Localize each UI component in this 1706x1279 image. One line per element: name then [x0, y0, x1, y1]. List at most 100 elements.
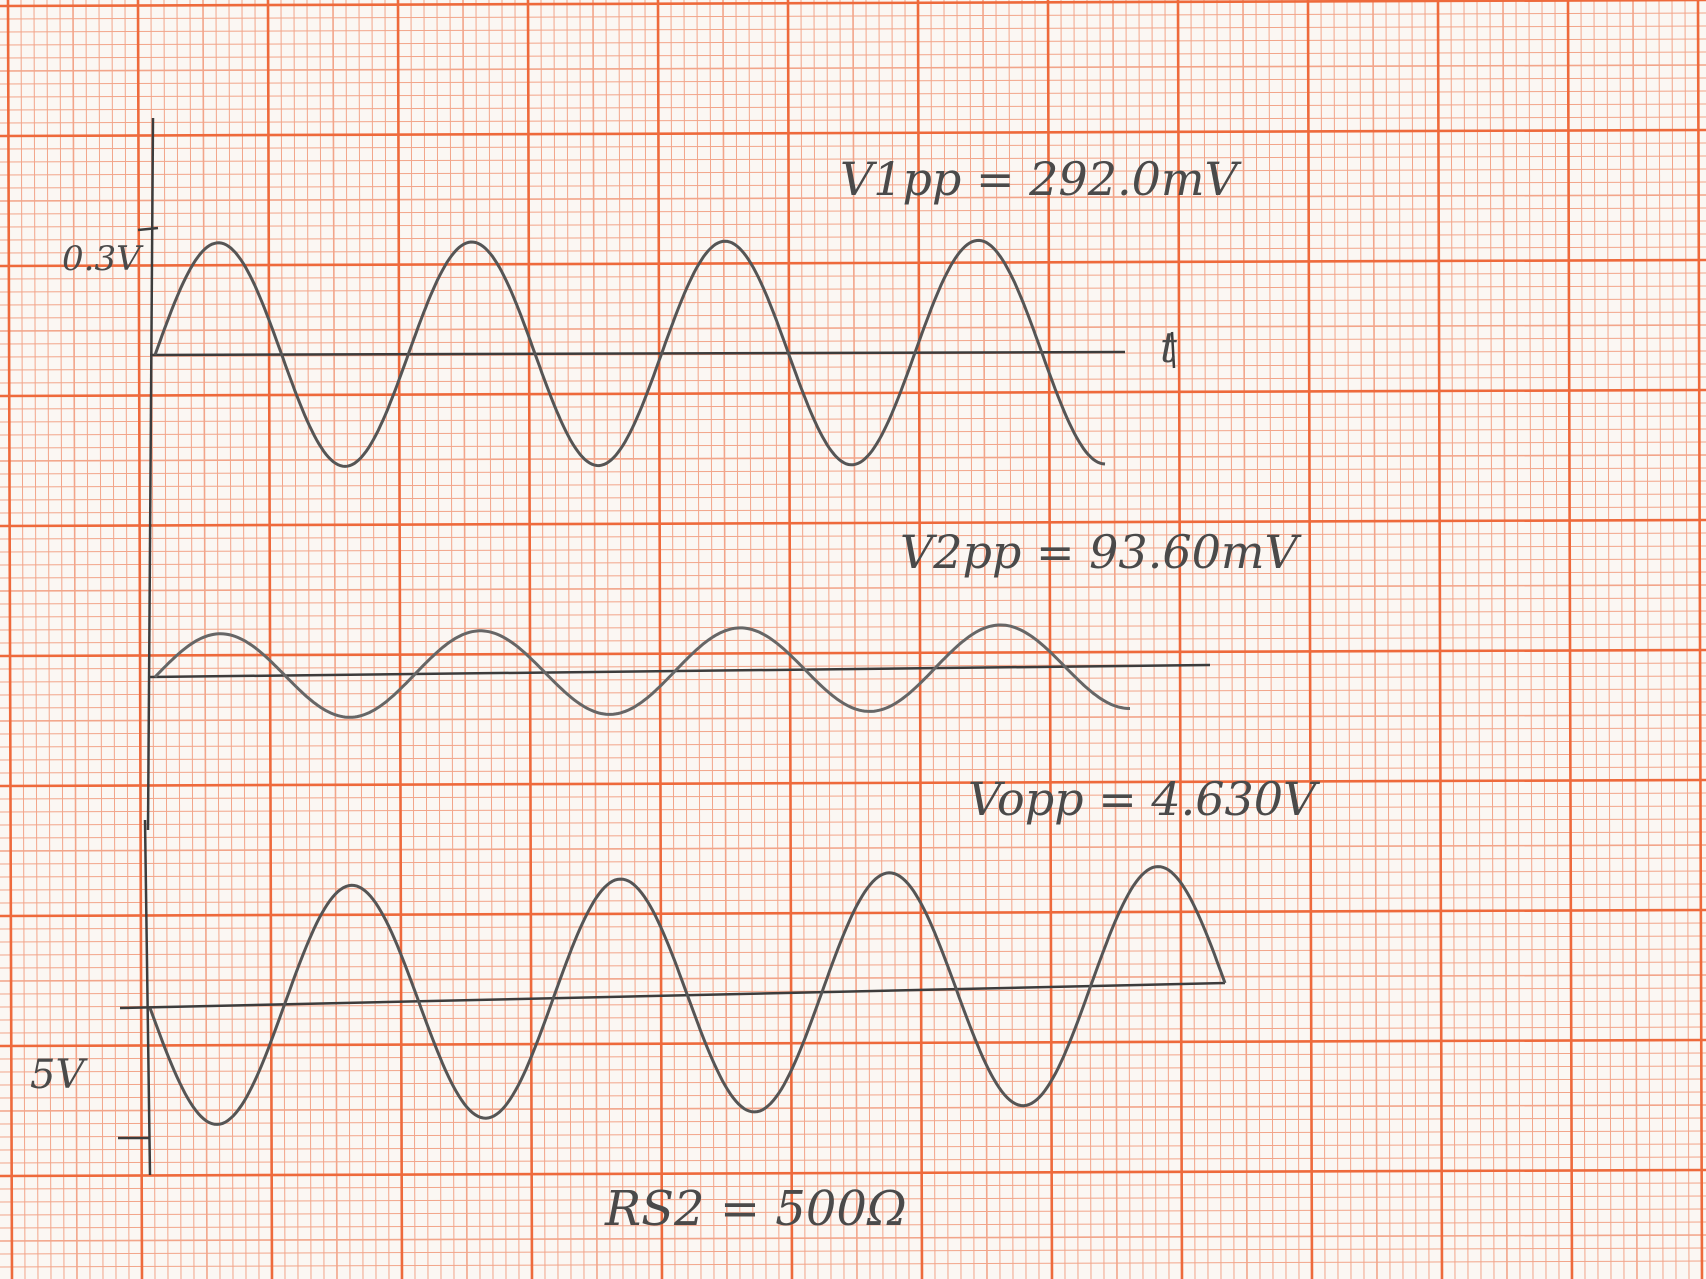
grid-line-horizontal — [0, 12, 1706, 20]
grid-line-horizontal — [0, 454, 1706, 462]
grid-line-vertical — [566, 0, 572, 1279]
grid-line-horizontal — [0, 792, 1706, 800]
grid-line-horizontal — [0, 948, 1706, 956]
grid-line-horizontal — [0, 467, 1706, 475]
grid-line-horizontal — [0, 207, 1706, 215]
grid-line-vertical — [1566, 0, 1574, 1279]
grid-line-horizontal — [0, 441, 1706, 449]
grid-line-vertical — [709, 0, 715, 1279]
waveform-v2 — [153, 623, 1130, 719]
grid-line-vertical — [488, 0, 494, 1279]
grid-line-vertical — [916, 0, 924, 1279]
grid-line-vertical — [1333, 0, 1339, 1279]
grid-line-horizontal — [0, 480, 1706, 488]
grid-line-horizontal — [0, 701, 1706, 709]
grid-line-horizontal — [0, 272, 1706, 280]
grid-line-vertical — [1281, 0, 1287, 1279]
grid-line-horizontal — [0, 1168, 1706, 1178]
grid-line-horizontal — [0, 1038, 1706, 1048]
grid-line-horizontal — [0, 285, 1706, 293]
grid-line-horizontal — [0, 376, 1706, 384]
grid-line-horizontal — [0, 402, 1706, 410]
grid-line-horizontal — [0, 415, 1706, 423]
grid-line-vertical — [1203, 0, 1209, 1279]
grid-line-horizontal — [0, 1195, 1706, 1203]
grid-line-vertical — [1046, 0, 1054, 1279]
grid-line-horizontal — [0, 1182, 1706, 1190]
grid-line-horizontal — [0, 831, 1706, 839]
grid-line-vertical — [1424, 0, 1430, 1279]
grid-line-horizontal — [0, 506, 1706, 514]
grid-line-vertical — [722, 0, 728, 1279]
grid-line-vertical — [1138, 0, 1144, 1279]
grid-line-horizontal — [0, 25, 1706, 33]
grid-line-horizontal — [0, 662, 1706, 670]
grid-line-vertical — [1255, 0, 1261, 1279]
baseline-v2 — [149, 663, 1211, 679]
grid-line-horizontal — [0, 38, 1706, 46]
grid-line-horizontal — [0, 103, 1706, 111]
grid-line-vertical — [526, 0, 534, 1279]
grid-line-vertical — [774, 0, 780, 1279]
grid-line-horizontal — [0, 388, 1706, 398]
grid-line-vertical — [1593, 0, 1599, 1279]
grid-line-horizontal — [0, 77, 1706, 85]
grid-line-horizontal — [0, 1234, 1706, 1242]
tick-top — [137, 226, 159, 232]
grid-line-vertical — [1580, 0, 1586, 1279]
waveform-v1 — [153, 238, 1106, 468]
grid-line-vertical — [1463, 0, 1469, 1279]
grid-line-vertical — [85, 0, 91, 1279]
waveform-vo — [148, 865, 1227, 1126]
grid-line-horizontal — [0, 714, 1706, 722]
grid-line-vertical — [1164, 0, 1170, 1279]
grid-line-horizontal — [0, 428, 1706, 436]
grid-line-vertical — [59, 0, 65, 1279]
grid-line-vertical — [410, 0, 416, 1279]
label-scale-top: 0.3V — [62, 239, 144, 279]
grid-line-vertical — [20, 0, 26, 1279]
grid-line-vertical — [1489, 0, 1495, 1279]
grid-line-horizontal — [0, 623, 1706, 631]
grid-line-horizontal — [0, 1078, 1706, 1086]
grid-line-vertical — [826, 0, 832, 1279]
grid-line-horizontal — [0, 1104, 1706, 1112]
grid-line-horizontal — [0, 545, 1706, 553]
grid-line-horizontal — [0, 1260, 1706, 1268]
grid-line-vertical — [1229, 0, 1235, 1279]
grid-line-horizontal — [0, 896, 1706, 904]
grid-line-vertical — [1306, 0, 1314, 1279]
grid-line-vertical — [1320, 0, 1326, 1279]
baseline-vo — [119, 981, 1226, 1010]
grid-line-vertical — [748, 0, 754, 1279]
grid-line-horizontal — [0, 258, 1706, 268]
vertical-axis-top — [146, 117, 155, 831]
grid-line-vertical — [786, 0, 794, 1279]
grid-line-horizontal — [0, 194, 1706, 202]
grid-line-horizontal — [0, 128, 1706, 138]
grid-line-horizontal — [0, 883, 1706, 891]
axes — [118, 117, 1226, 1176]
grid-line-horizontal — [0, 51, 1706, 59]
grid-line-vertical — [761, 0, 767, 1279]
grid-line-vertical — [384, 0, 390, 1279]
grid-line-horizontal — [0, 857, 1706, 865]
grid-line-horizontal — [0, 493, 1706, 501]
label-axis-t: t — [1160, 323, 1177, 372]
grid-line-vertical — [1606, 0, 1612, 1279]
grid-line-horizontal — [0, 1026, 1706, 1034]
grid-line-vertical — [1541, 0, 1547, 1279]
grid-line-horizontal — [0, 1208, 1706, 1216]
grid-line-vertical — [839, 0, 845, 1279]
grid-line-horizontal — [0, 571, 1706, 579]
grid-line-horizontal — [0, 1143, 1706, 1151]
grid-line-horizontal — [0, 116, 1706, 124]
grid-line-horizontal — [0, 740, 1706, 748]
grid-line-vertical — [436, 0, 442, 1279]
grid-line-horizontal — [0, 766, 1706, 774]
grid-line-vertical — [1398, 0, 1404, 1279]
grid-line-horizontal — [0, 675, 1706, 683]
grid-line-horizontal — [0, 558, 1706, 566]
grid-line-vertical — [1359, 0, 1365, 1279]
